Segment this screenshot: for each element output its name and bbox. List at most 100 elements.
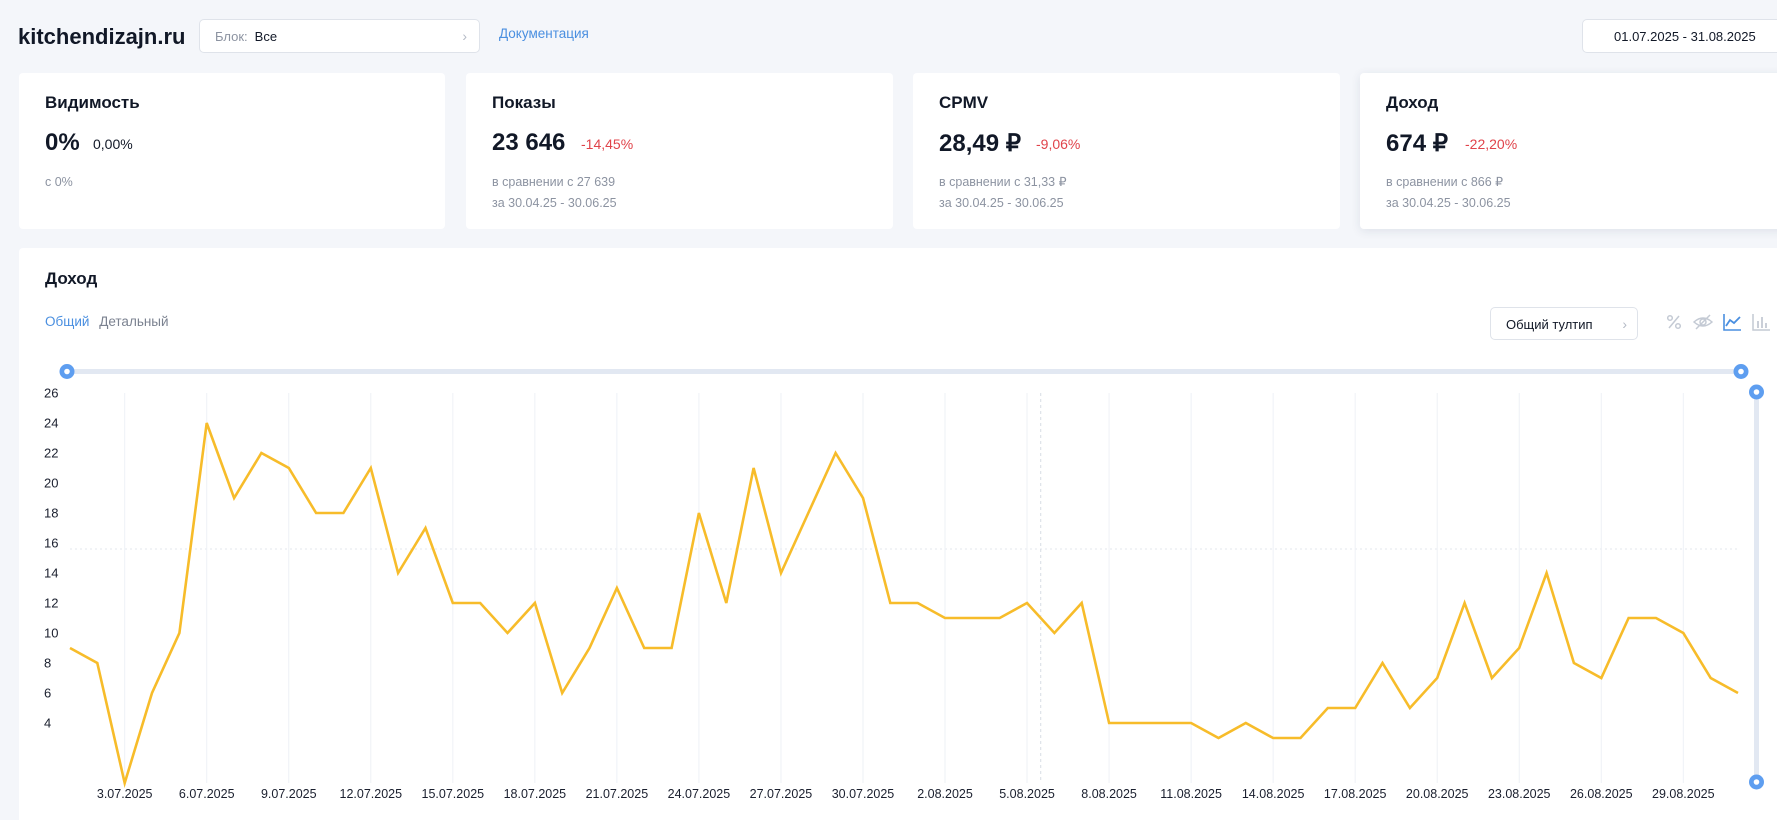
x-tick-label: 3.07.2025 xyxy=(97,787,153,801)
data-point[interactable] xyxy=(805,510,811,516)
data-point[interactable] xyxy=(1298,735,1304,741)
data-point[interactable] xyxy=(1216,735,1222,741)
percent-icon[interactable] xyxy=(1663,311,1685,333)
data-point[interactable] xyxy=(505,630,511,636)
data-point[interactable] xyxy=(587,645,593,651)
data-point[interactable] xyxy=(559,690,565,696)
documentation-link[interactable]: Документация xyxy=(499,26,589,41)
data-point[interactable] xyxy=(1106,720,1112,726)
card-compare-value: с 0% xyxy=(45,175,73,189)
date-range-picker[interactable]: 01.07.2025 - 31.08.2025 xyxy=(1582,19,1777,53)
data-point[interactable] xyxy=(887,600,893,606)
data-point[interactable] xyxy=(723,600,729,606)
x-tick-label: 12.07.2025 xyxy=(340,787,403,801)
tab-general[interactable]: Общий xyxy=(45,314,90,329)
range-slider-left-handle[interactable] xyxy=(59,364,75,379)
data-point[interactable] xyxy=(231,495,237,501)
range-slider-right-handle-dot[interactable] xyxy=(1738,368,1744,375)
visibility-card: Видимость 0% 0,00% с 0% xyxy=(19,73,445,229)
card-change: -22,20% xyxy=(1465,136,1518,152)
data-point[interactable] xyxy=(1680,630,1686,636)
card-change: 0,00% xyxy=(93,136,133,152)
data-point[interactable] xyxy=(942,615,948,621)
x-tick-label: 20.08.2025 xyxy=(1406,787,1469,801)
card-compare-period: за 30.04.25 - 30.06.25 xyxy=(939,196,1064,210)
data-point[interactable] xyxy=(1133,720,1139,726)
data-point[interactable] xyxy=(1024,600,1030,606)
card-change: -14,45% xyxy=(581,136,634,152)
data-point[interactable] xyxy=(94,660,100,666)
data-point[interactable] xyxy=(1079,600,1085,606)
data-point[interactable] xyxy=(669,645,675,651)
x-tick-label: 15.07.2025 xyxy=(422,787,485,801)
data-point[interactable] xyxy=(122,780,128,786)
data-point[interactable] xyxy=(1571,660,1577,666)
data-point[interactable] xyxy=(258,450,264,456)
x-tick-label: 8.08.2025 xyxy=(1081,787,1137,801)
data-point[interactable] xyxy=(969,615,975,621)
data-point[interactable] xyxy=(1735,690,1741,696)
vertical-slider-bottom-handle-dot[interactable] xyxy=(1753,779,1760,785)
data-point[interactable] xyxy=(450,600,456,606)
data-point[interactable] xyxy=(477,600,483,606)
data-point[interactable] xyxy=(532,600,538,606)
data-point[interactable] xyxy=(641,645,647,651)
data-point[interactable] xyxy=(614,585,620,591)
data-point[interactable] xyxy=(1380,660,1386,666)
data-point[interactable] xyxy=(395,570,401,576)
x-tick-label: 21.07.2025 xyxy=(586,787,649,801)
data-point[interactable] xyxy=(860,495,866,501)
vertical-slider-top-handle[interactable] xyxy=(1749,384,1764,400)
site-name[interactable]: kitchendizajn.ru xyxy=(18,24,186,49)
data-point[interactable] xyxy=(368,465,374,471)
data-point[interactable] xyxy=(423,525,429,531)
revenue-series-line[interactable] xyxy=(69,422,1739,789)
impressions-card: Показы 23 646 -14,45% в сравнении с 27 6… xyxy=(466,73,893,229)
data-point[interactable] xyxy=(997,615,1003,621)
data-point[interactable] xyxy=(751,465,757,471)
data-point[interactable] xyxy=(1051,630,1057,636)
bar-chart-icon[interactable] xyxy=(1750,311,1772,333)
x-tick-label: 23.08.2025 xyxy=(1488,787,1551,801)
data-point[interactable] xyxy=(204,420,210,426)
card-compare: в сравнении с 866 ₽ за 30.04.25 - 30.06.… xyxy=(1386,172,1511,214)
data-point[interactable] xyxy=(1653,615,1659,621)
data-point[interactable] xyxy=(1407,705,1413,711)
block-select[interactable]: Блок: Все › xyxy=(199,19,480,53)
data-point[interactable] xyxy=(1516,645,1522,651)
x-tick-label: 2.08.2025 xyxy=(917,787,973,801)
data-point[interactable] xyxy=(1434,675,1440,681)
data-point[interactable] xyxy=(67,645,73,651)
range-slider-right-handle[interactable] xyxy=(1733,364,1749,379)
data-point[interactable] xyxy=(313,510,319,516)
data-point[interactable] xyxy=(1243,720,1249,726)
eye-off-icon[interactable] xyxy=(1692,311,1714,333)
data-point[interactable] xyxy=(1708,675,1714,681)
data-point[interactable] xyxy=(1270,735,1276,741)
data-point[interactable] xyxy=(1188,720,1194,726)
data-point[interactable] xyxy=(1161,720,1167,726)
data-point[interactable] xyxy=(176,630,182,636)
data-point[interactable] xyxy=(1325,705,1331,711)
tab-detailed[interactable]: Детальный xyxy=(99,314,169,329)
data-point[interactable] xyxy=(915,600,921,606)
data-point[interactable] xyxy=(1489,675,1495,681)
range-slider-left-handle-dot[interactable] xyxy=(64,368,70,375)
data-point[interactable] xyxy=(696,510,702,516)
revenue-card: Доход 674 ₽ -22,20% в сравнении с 866 ₽ … xyxy=(1360,73,1777,229)
data-point[interactable] xyxy=(1626,615,1632,621)
data-point[interactable] xyxy=(1352,705,1358,711)
line-chart-icon[interactable] xyxy=(1721,311,1743,333)
tooltip-mode-select[interactable]: Общий тултип › xyxy=(1490,307,1638,340)
data-point[interactable] xyxy=(833,450,839,456)
data-point[interactable] xyxy=(149,690,155,696)
data-point[interactable] xyxy=(1544,570,1550,576)
data-point[interactable] xyxy=(1462,600,1468,606)
top-bar: kitchendizajn.ru Блок: Все › Документаци… xyxy=(0,0,1777,70)
data-point[interactable] xyxy=(340,510,346,516)
data-point[interactable] xyxy=(1598,675,1604,681)
data-point[interactable] xyxy=(778,570,784,576)
data-point[interactable] xyxy=(286,465,292,471)
vertical-slider-bottom-handle[interactable] xyxy=(1749,774,1764,790)
vertical-slider-top-handle-dot[interactable] xyxy=(1753,389,1760,395)
